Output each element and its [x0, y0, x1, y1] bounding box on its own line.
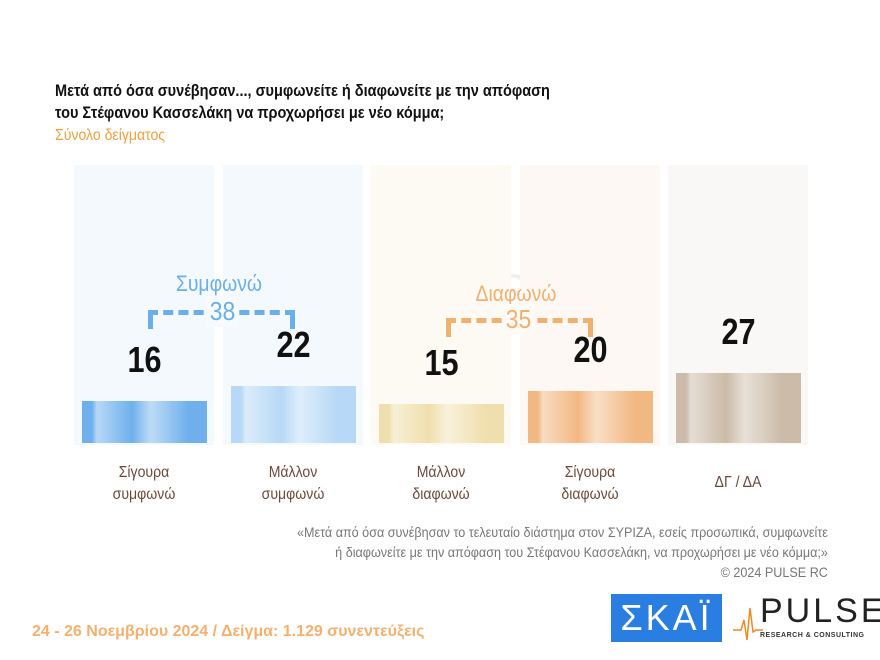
category-label-line: ΔΓ / ΔΑ [714, 474, 762, 491]
chart-title: Μετά από όσα συνέβησαν..., συμφωνείτε ή … [55, 80, 550, 124]
title-line-2: του Στέφανου Κασσελάκη να προχωρήσει με … [55, 104, 445, 122]
category-label: Μάλλον συμφωνώ [231, 462, 354, 506]
pulse-heartbeat-icon [733, 607, 763, 641]
category-label-line: συμφωνώ [261, 486, 324, 503]
group-total-disagree: 35 [502, 304, 535, 335]
footer-date-sample: 24 - 26 Νοεμβρίου 2024 / Δείγμα: 1.129 σ… [32, 623, 425, 640]
category-label-line: Μάλλον [416, 464, 466, 481]
pulse-logo: PULSE [760, 592, 880, 630]
category-label-line: Σίγουρα [118, 464, 170, 481]
skai-logo: ΣΚΑΪ [611, 594, 722, 642]
column-background [74, 165, 214, 445]
value-label: 27 [721, 310, 756, 352]
group-label-agree: Συμφωνώ [175, 271, 263, 296]
note-line-2: ή διαφωνείτε με την απόφαση του Στέφανου… [335, 544, 828, 560]
copyright: © 2024 PULSE RC [720, 564, 828, 580]
pulse-logo-sub: RESEARCH & CONSULTING [760, 632, 865, 639]
bar-5 [676, 372, 801, 443]
bar-2 [230, 385, 356, 443]
question-note: «Μετά από όσα συνέβησαν το τελευταίο διά… [297, 522, 828, 582]
note-line-1: «Μετά από όσα συνέβησαν το τελευταίο διά… [297, 524, 828, 540]
column-background [371, 165, 511, 445]
bar-4 [527, 391, 653, 443]
category-label: Μάλλον διαφωνώ [379, 462, 502, 506]
category-label-line: Μάλλον [268, 464, 317, 481]
category-label: Σίγουρα διαφωνώ [528, 462, 651, 506]
category-label-line: συμφωνώ [112, 486, 176, 503]
group-label-disagree: Διαφωνώ [475, 281, 557, 306]
bar-1 [82, 401, 207, 443]
category-label: Σίγουρα συμφωνώ [82, 462, 205, 506]
value-label: 22 [275, 323, 311, 365]
category-label-line: διαφωνώ [560, 486, 619, 503]
value-label: 15 [424, 342, 459, 383]
category-label-line: Σίγουρα [564, 464, 615, 481]
category-label: ΔΓ / ΔΑ [676, 472, 799, 494]
group-total-agree: 38 [206, 296, 239, 327]
bar-3 [379, 404, 504, 443]
title-line-1: Μετά από όσα συνέβησαν..., συμφωνείτε ή … [55, 82, 550, 100]
value-label: 16 [127, 339, 162, 381]
category-label-line: διαφωνώ [412, 486, 470, 503]
subtitle: Σύνολο δείγματος [55, 127, 166, 144]
